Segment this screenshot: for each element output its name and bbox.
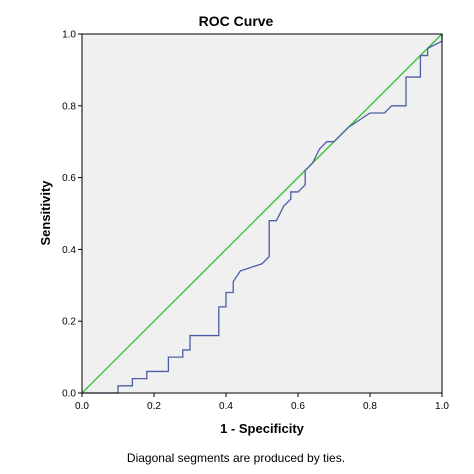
x-tick-label: 0.4 (219, 401, 233, 412)
y-axis-label: Sensitivity (38, 180, 53, 246)
y-tick-label: 0.6 (62, 173, 76, 184)
chart-title: ROC Curve (199, 13, 274, 29)
y-tick-label: 0.4 (62, 245, 76, 256)
series-layer (81, 33, 443, 394)
x-tick-label: 1.0 (435, 401, 449, 412)
x-tick-label: 0.2 (147, 401, 161, 412)
reference-diagonal-line (81, 33, 443, 394)
x-tick-label: 0.6 (291, 401, 305, 412)
x-axis-label: 1 - Specificity (220, 421, 305, 436)
plot-frame (81, 33, 443, 394)
x-axis-ticks: 0.0 0.2 0.4 0.6 0.8 1.0 (75, 393, 449, 412)
x-tick-label: 0.8 (363, 401, 377, 412)
y-tick-label: 1.0 (62, 30, 76, 41)
x-tick-label: 0.0 (75, 401, 89, 412)
footnote: Diagonal segments are produced by ties. (127, 451, 345, 465)
y-tick-label: 0.8 (62, 101, 76, 112)
y-tick-label: 0.2 (62, 317, 76, 328)
y-axis-ticks: 0.0 0.2 0.4 0.6 0.8 1.0 (62, 30, 82, 400)
roc-curve-line (82, 34, 443, 394)
y-tick-label: 0.0 (62, 389, 76, 400)
